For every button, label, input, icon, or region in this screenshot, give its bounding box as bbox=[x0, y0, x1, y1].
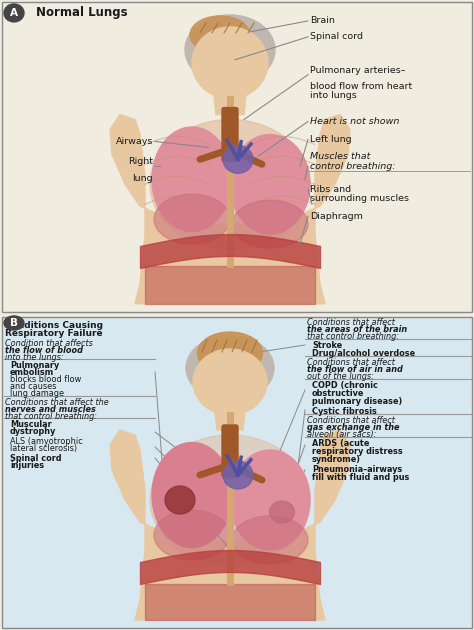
Text: surrounding muscles: surrounding muscles bbox=[310, 193, 409, 203]
Polygon shape bbox=[110, 430, 350, 620]
Text: Ribs and: Ribs and bbox=[310, 185, 351, 194]
Text: Muscular: Muscular bbox=[10, 420, 52, 429]
Text: nerves and muscles: nerves and muscles bbox=[5, 405, 96, 414]
Text: the flow of blood: the flow of blood bbox=[5, 346, 83, 355]
Text: COPD (chronic: COPD (chronic bbox=[312, 381, 378, 390]
Text: Normal Lungs: Normal Lungs bbox=[36, 6, 128, 20]
Ellipse shape bbox=[165, 486, 195, 514]
Polygon shape bbox=[110, 115, 350, 304]
Text: ALS (amyotrophic: ALS (amyotrophic bbox=[10, 437, 82, 446]
Text: gas exchange in the: gas exchange in the bbox=[307, 423, 400, 432]
Text: Conditions Causing: Conditions Causing bbox=[5, 321, 103, 330]
Ellipse shape bbox=[193, 349, 267, 415]
Ellipse shape bbox=[232, 200, 308, 248]
Ellipse shape bbox=[154, 510, 230, 560]
Polygon shape bbox=[214, 96, 246, 115]
Text: Airways: Airways bbox=[116, 137, 153, 146]
Text: Muscles that: Muscles that bbox=[310, 152, 370, 161]
Text: into the lungs:: into the lungs: bbox=[5, 353, 64, 362]
Text: Brain: Brain bbox=[310, 16, 335, 25]
Text: Conditions that affect: Conditions that affect bbox=[307, 318, 395, 327]
FancyBboxPatch shape bbox=[2, 317, 472, 628]
Ellipse shape bbox=[198, 332, 263, 374]
Text: obstructive: obstructive bbox=[312, 389, 365, 398]
Text: lung: lung bbox=[132, 175, 153, 183]
Text: Pneumonia–airways: Pneumonia–airways bbox=[312, 465, 402, 474]
Text: Cystic fibrosis: Cystic fibrosis bbox=[312, 407, 377, 416]
Text: Left lung: Left lung bbox=[310, 135, 352, 144]
Text: Right: Right bbox=[128, 158, 153, 166]
Ellipse shape bbox=[4, 4, 24, 22]
Text: Respiratory Failure: Respiratory Failure bbox=[5, 329, 103, 338]
Text: injuries: injuries bbox=[10, 461, 44, 470]
Ellipse shape bbox=[4, 316, 24, 330]
Text: Spinal cord: Spinal cord bbox=[310, 32, 363, 42]
Ellipse shape bbox=[223, 461, 253, 489]
Text: Condition that affects: Condition that affects bbox=[5, 339, 93, 348]
Text: Conditions that affect: Conditions that affect bbox=[307, 416, 395, 425]
Ellipse shape bbox=[190, 16, 250, 54]
Ellipse shape bbox=[152, 442, 232, 547]
Ellipse shape bbox=[230, 134, 310, 234]
Text: respiratory distress: respiratory distress bbox=[312, 447, 403, 456]
FancyBboxPatch shape bbox=[222, 108, 238, 161]
Text: lung damage: lung damage bbox=[10, 389, 64, 398]
Text: fill with fluid and pus: fill with fluid and pus bbox=[312, 473, 410, 482]
Ellipse shape bbox=[230, 450, 310, 550]
Text: A: A bbox=[10, 8, 18, 18]
Ellipse shape bbox=[185, 15, 275, 84]
Text: control breathing:: control breathing: bbox=[310, 163, 395, 171]
Text: that control breathing:: that control breathing: bbox=[307, 332, 399, 341]
Text: lateral sclerosis): lateral sclerosis) bbox=[10, 444, 77, 453]
Ellipse shape bbox=[150, 120, 310, 249]
Text: Pulmonary: Pulmonary bbox=[10, 361, 59, 370]
Text: B: B bbox=[10, 318, 18, 328]
Text: Conditions that affect the: Conditions that affect the bbox=[5, 398, 109, 407]
Ellipse shape bbox=[232, 516, 308, 564]
Text: Diaphragm: Diaphragm bbox=[310, 212, 363, 220]
FancyBboxPatch shape bbox=[2, 2, 472, 312]
FancyBboxPatch shape bbox=[222, 425, 238, 477]
Text: and causes: and causes bbox=[10, 382, 56, 391]
Text: the flow of air in and: the flow of air in and bbox=[307, 365, 403, 374]
Text: dystrophy: dystrophy bbox=[10, 427, 56, 436]
Text: blocks blood flow: blocks blood flow bbox=[10, 375, 81, 384]
Text: syndrome): syndrome) bbox=[312, 455, 361, 464]
Text: alveoli (air sacs):: alveoli (air sacs): bbox=[307, 430, 376, 439]
Ellipse shape bbox=[154, 194, 230, 244]
Text: into lungs: into lungs bbox=[310, 91, 357, 100]
Text: blood flow from heart: blood flow from heart bbox=[310, 82, 412, 91]
Text: Heart is not shown: Heart is not shown bbox=[310, 117, 400, 126]
Ellipse shape bbox=[270, 501, 294, 523]
Text: Conditions that affect: Conditions that affect bbox=[307, 358, 395, 367]
Ellipse shape bbox=[152, 127, 232, 232]
Text: pulmonary disease): pulmonary disease) bbox=[312, 397, 402, 406]
Text: Stroke: Stroke bbox=[312, 341, 342, 350]
Polygon shape bbox=[215, 412, 245, 430]
Text: out of the lungs:: out of the lungs: bbox=[307, 372, 374, 381]
Ellipse shape bbox=[150, 435, 310, 565]
Ellipse shape bbox=[223, 146, 253, 173]
Text: ARDS (acute: ARDS (acute bbox=[312, 439, 369, 448]
Text: Spinal cord: Spinal cord bbox=[10, 454, 62, 463]
Text: embolism: embolism bbox=[10, 368, 54, 377]
Text: the areas of the brain: the areas of the brain bbox=[307, 325, 407, 334]
Text: that control breathing:: that control breathing: bbox=[5, 412, 97, 421]
Ellipse shape bbox=[192, 27, 268, 99]
Text: Drug/alcohol overdose: Drug/alcohol overdose bbox=[312, 349, 415, 358]
Text: Pulmonary arteries–: Pulmonary arteries– bbox=[310, 66, 405, 75]
Ellipse shape bbox=[186, 336, 274, 401]
